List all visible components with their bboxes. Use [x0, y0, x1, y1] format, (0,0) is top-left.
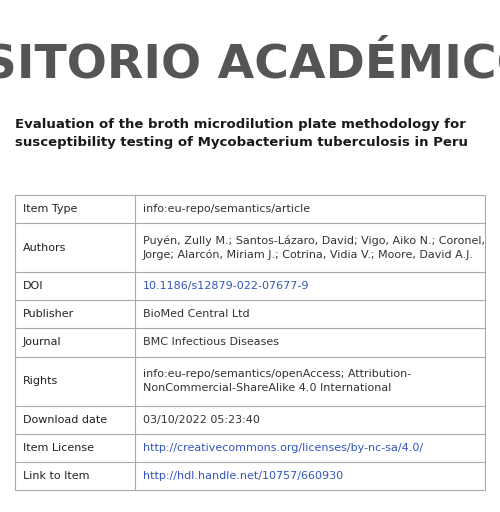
Text: info:eu-repo/semantics/article: info:eu-repo/semantics/article [143, 204, 310, 214]
Text: http://hdl.handle.net/10757/660930: http://hdl.handle.net/10757/660930 [143, 471, 343, 481]
Text: Link to Item: Link to Item [23, 471, 90, 481]
Text: BioMed Central Ltd: BioMed Central Ltd [143, 309, 250, 319]
Text: DOI: DOI [23, 281, 44, 291]
Text: BMC Infectious Diseases: BMC Infectious Diseases [143, 337, 279, 348]
Text: Download date: Download date [23, 415, 107, 425]
Text: REPOSITORIO ACADÉMICO UPC: REPOSITORIO ACADÉMICO UPC [0, 42, 500, 87]
Text: Item Type: Item Type [23, 204, 78, 214]
Text: susceptibility testing of Mycobacterium tuberculosis in Peru: susceptibility testing of Mycobacterium … [15, 136, 468, 149]
Bar [15, 195, 485, 490]
Text: Item License: Item License [23, 443, 94, 453]
Text: http://creativecommons.org/licenses/by-nc-sa/4.0/: http://creativecommons.org/licenses/by-n… [143, 443, 423, 453]
Text: Puyén, Zully M.; Santos-Lázaro, David; Vigo, Aiko N.; Coronel,
Jorge; Alarcón, M: Puyén, Zully M.; Santos-Lázaro, David; V… [143, 236, 485, 260]
Text: Authors: Authors [23, 243, 66, 253]
Text: Publisher: Publisher [23, 309, 74, 319]
Text: 03/10/2022 05:23:40: 03/10/2022 05:23:40 [143, 415, 260, 425]
Text: info:eu-repo/semantics/openAccess; Attribution-
NonCommercial-ShareAlike 4.0 Int: info:eu-repo/semantics/openAccess; Attri… [143, 369, 411, 393]
Text: Journal: Journal [23, 337, 62, 348]
Text: Rights: Rights [23, 376, 58, 386]
Text: 10.1186/s12879-022-07677-9: 10.1186/s12879-022-07677-9 [143, 281, 310, 291]
Text: Evaluation of the broth microdilution plate methodology for: Evaluation of the broth microdilution pl… [15, 118, 466, 131]
